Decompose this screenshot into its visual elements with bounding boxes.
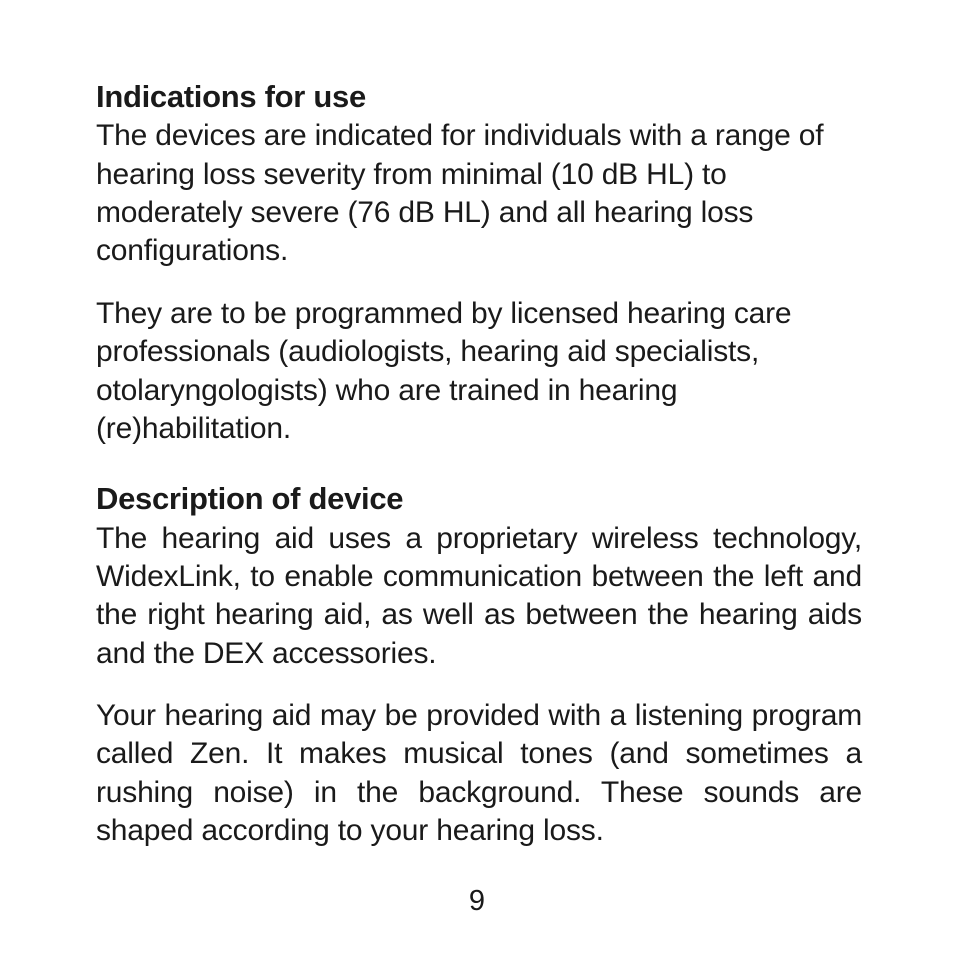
- body-paragraph: The hearing aid uses a proprietary wirel…: [96, 520, 862, 674]
- body-paragraph: The devices are indicated for individual…: [96, 117, 862, 271]
- section-heading-indications: Indications for use: [96, 78, 862, 115]
- page-number: 9: [0, 885, 954, 918]
- document-page: Indications for use The devices are indi…: [0, 0, 954, 954]
- body-paragraph: Your hearing aid may be provided with a …: [96, 697, 862, 851]
- section-heading-description: Description of device: [96, 480, 862, 517]
- body-paragraph: They are to be programmed by licensed he…: [96, 295, 862, 449]
